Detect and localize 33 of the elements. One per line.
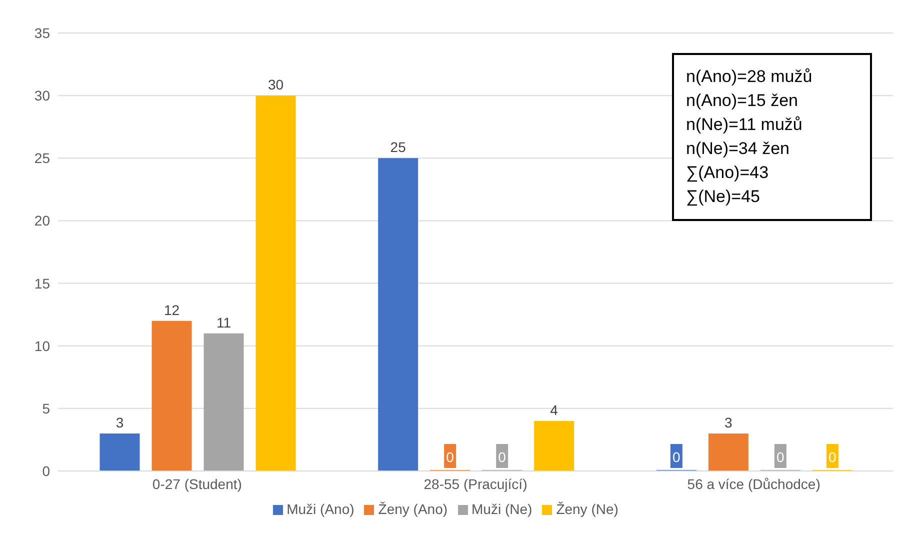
y-tick-label: 5 — [42, 400, 50, 416]
x-tick-label: 0-27 (Student) — [152, 476, 242, 492]
annotation: n(Ano)=28 mužů — [686, 66, 814, 88]
data-label: 0 — [446, 449, 454, 465]
legend-label: Ženy (Ano) — [378, 501, 448, 517]
data-label: 0 — [498, 449, 506, 465]
y-tick-label: 35 — [34, 24, 50, 41]
data-label: 12 — [164, 302, 180, 318]
data-label: 11 — [216, 314, 232, 330]
data-label: 0 — [828, 449, 837, 465]
y-tick-label: 15 — [34, 275, 50, 292]
annotation: ∑(Ano)=43 — [686, 162, 770, 184]
annotation: n(Ne)=34 žen — [686, 138, 790, 160]
legend-label: Ženy (Ne) — [556, 501, 618, 517]
data-label: 4 — [550, 402, 558, 418]
annotation: n(Ne)=11 mužů — [686, 114, 804, 136]
x-tick-label: 56 a více (Důchodce) — [687, 476, 820, 492]
data-label: 30 — [268, 76, 284, 93]
x-tick-label: 28-55 (Pracující) — [424, 476, 528, 492]
legend-label: Muži (Ne) — [472, 501, 532, 517]
data-label: 3 — [116, 414, 124, 430]
data-label: 25 — [390, 139, 406, 156]
data-label: 0 — [776, 449, 785, 465]
annotation: n(Ano)=15 žen — [686, 90, 799, 112]
annotation: ∑(Ne)=45 — [686, 186, 762, 208]
y-tick-label: 30 — [34, 88, 50, 104]
legend-label: Muži (Ano) — [286, 501, 354, 517]
y-tick-label: 20 — [34, 212, 50, 229]
y-tick-label: 0 — [42, 462, 50, 479]
data-label: 3 — [724, 414, 733, 430]
y-tick-label: 25 — [34, 150, 50, 166]
data-label: 0 — [672, 449, 681, 465]
y-tick-label: 10 — [34, 338, 50, 354]
